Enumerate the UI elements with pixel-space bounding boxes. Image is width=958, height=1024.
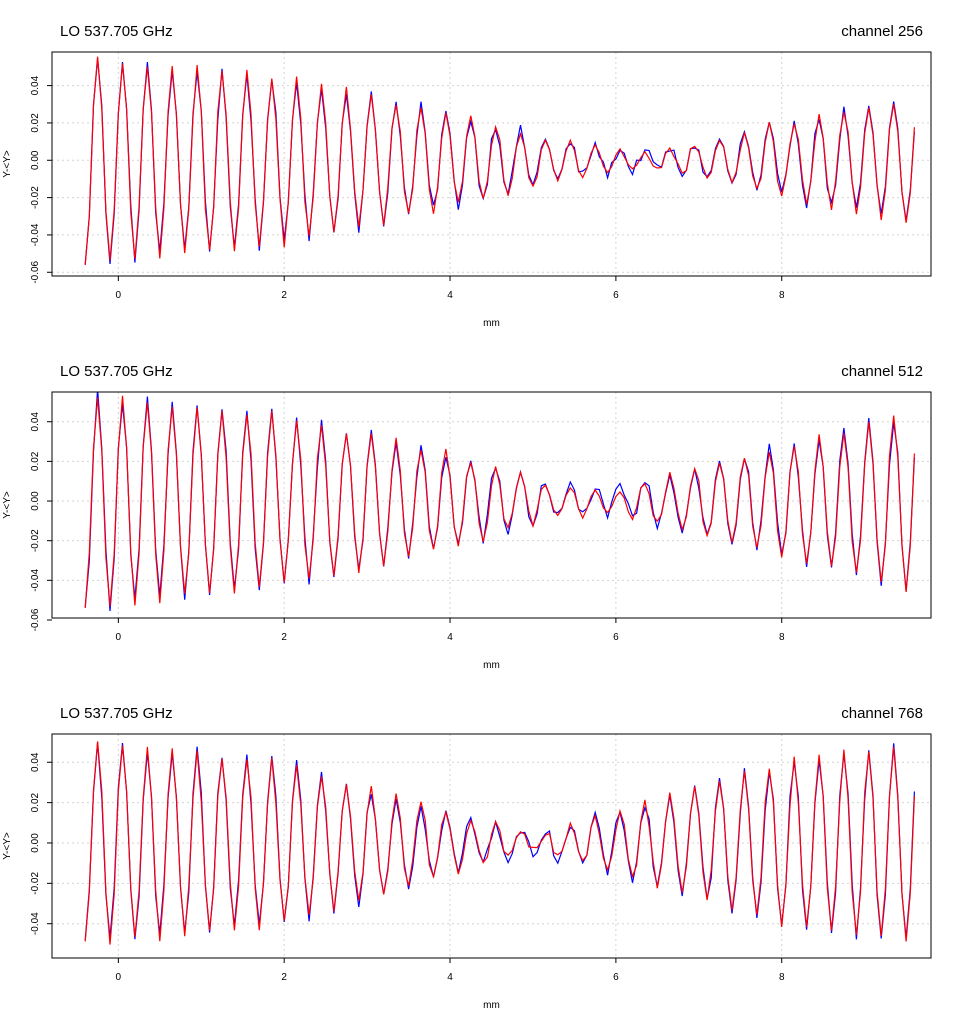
x-tick-label: 0 xyxy=(116,972,122,983)
y-tick-label: 0.04 xyxy=(30,752,41,772)
y-tick-label: -0.04 xyxy=(30,912,41,935)
y-tick-label: 0.00 xyxy=(30,150,41,170)
y-tick-label: 0.04 xyxy=(30,75,41,95)
series-line-1 xyxy=(84,58,915,265)
y-tick-label: -0.06 xyxy=(30,608,41,631)
series-line-2 xyxy=(84,395,915,609)
x-tick-label: 2 xyxy=(281,632,287,643)
channel-label: channel 768 xyxy=(841,705,923,722)
series-line-2 xyxy=(84,56,915,266)
x-tick-label: 2 xyxy=(281,290,287,301)
plot-frame xyxy=(51,51,932,277)
y-tick-label: 0.02 xyxy=(30,451,41,471)
series-line-1 xyxy=(84,742,915,941)
series-line-1 xyxy=(84,392,915,611)
x-tick-label: 4 xyxy=(447,290,453,301)
x-tick-label: 4 xyxy=(447,632,453,643)
y-axis-label: Y-<Y> xyxy=(2,491,13,519)
channel-label: channel 256 xyxy=(841,23,923,40)
x-tick-label: 0 xyxy=(116,632,122,643)
x-tick-label: 8 xyxy=(779,632,785,643)
y-tick-label: -0.02 xyxy=(30,872,41,895)
x-axis-label: mm xyxy=(483,318,500,329)
chart-title: LO 537.705 GHz xyxy=(60,23,173,40)
y-axis-label: Y-<Y> xyxy=(2,832,13,860)
x-tick-label: 6 xyxy=(613,972,619,983)
chart-panel-3: 0 2 4 6 8 -0.04 -0.02 0.00 0.02 0.04 LO 537.705 GH… xyxy=(2,705,932,1011)
y-tick-label: -0.04 xyxy=(30,569,41,592)
y-tick-label: 0.02 xyxy=(30,792,41,812)
y-tick-label: -0.02 xyxy=(30,186,41,209)
series-line-2 xyxy=(84,741,915,945)
plot-frame xyxy=(51,733,932,959)
plot-frame xyxy=(51,391,932,619)
x-tick-label: 8 xyxy=(779,290,785,301)
channel-label: channel 512 xyxy=(841,363,923,380)
y-tick-label: -0.06 xyxy=(30,260,41,283)
x-tick-label: 2 xyxy=(281,972,287,983)
x-axis-label: mm xyxy=(483,1000,500,1011)
x-tick-label: 6 xyxy=(613,632,619,643)
y-axis-label: Y-<Y> xyxy=(2,150,13,178)
y-tick-label: -0.02 xyxy=(30,529,41,552)
x-axis-label: mm xyxy=(483,660,500,671)
x-tick-label: 0 xyxy=(116,290,122,301)
y-tick-label: 0.00 xyxy=(30,491,41,511)
y-tick-label: 0.04 xyxy=(30,412,41,432)
chart-panel-2: 0 2 4 6 8 -0.06 -0.04 -0.02 0.00 0.02 0.04 LO 537.7… xyxy=(2,363,932,671)
chart-title: LO 537.705 GHz xyxy=(60,705,173,722)
x-tick-label: 6 xyxy=(613,290,619,301)
chart-panel-1: 0 2 4 6 8 -0.06 -0.04 -0.02 0.00 0.02 0.04 LO 537.7… xyxy=(2,23,932,329)
y-tick-label: 0.00 xyxy=(30,833,41,853)
y-tick-label: -0.04 xyxy=(30,223,41,246)
chart-title: LO 537.705 GHz xyxy=(60,363,173,380)
x-tick-label: 4 xyxy=(447,972,453,983)
x-tick-label: 8 xyxy=(779,972,785,983)
y-tick-label: 0.02 xyxy=(30,113,41,133)
